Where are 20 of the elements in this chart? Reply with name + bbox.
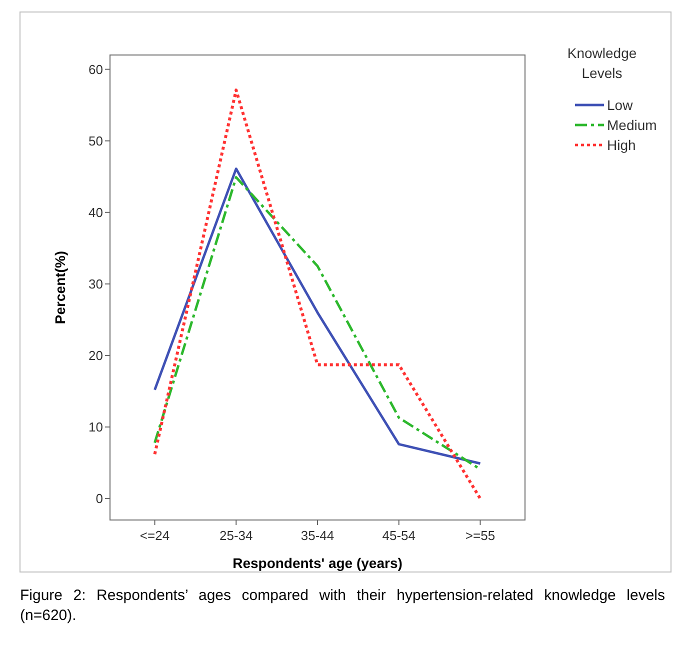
- y-tick-label: 20: [88, 348, 103, 364]
- line-series: [153, 88, 482, 500]
- y-tick-label: 60: [88, 62, 103, 77]
- x-tick-label: >=55: [465, 528, 496, 543]
- y-axis-title: Percent(%): [52, 250, 68, 324]
- x-tick-label: 25-34: [220, 528, 253, 543]
- legend-title: Knowledge Levels: [567, 45, 637, 81]
- y-tick-label: 40: [88, 204, 103, 220]
- x-tick-label: <=24: [140, 528, 170, 543]
- x-axis-title: Respondents' age (years): [232, 555, 402, 571]
- y-tick-label: 50: [88, 133, 103, 148]
- legend-label: Medium: [607, 116, 657, 133]
- x-tick-label: 35-44: [300, 528, 334, 543]
- y-tick-label: 0: [96, 491, 103, 506]
- y-tick-label: 10: [88, 420, 103, 435]
- legend-label: Low: [607, 96, 634, 113]
- x-tick-label: 45-54: [382, 528, 416, 543]
- caption: Figure 2: Respondents’ ages compared with their hypertension-related knowledge levels (n=620).: [20, 586, 665, 626]
- y-tick-label: 30: [88, 276, 103, 292]
- legend-label: High: [607, 136, 636, 153]
